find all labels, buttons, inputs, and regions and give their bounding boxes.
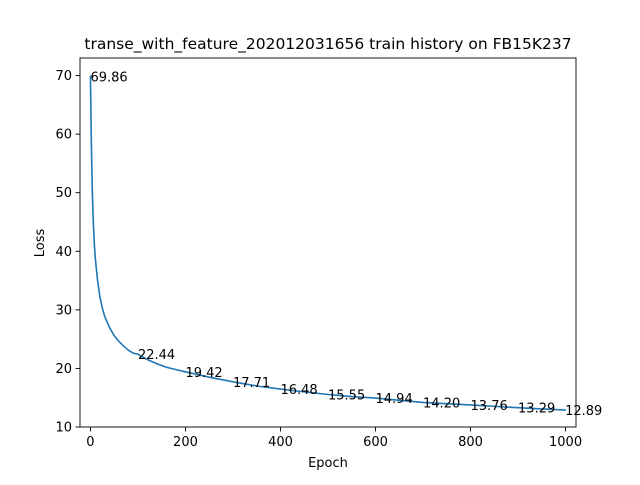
y-tick-label: 60 [55,128,72,143]
y-tick-label: 20 [55,362,72,377]
data-annotation: 13.76 [471,399,508,414]
x-tick-label: 200 [173,435,198,450]
x-tick-label: 400 [268,435,293,450]
data-annotation: 12.89 [565,404,602,419]
y-axis-label: Loss [33,229,48,258]
x-tick-label: 1000 [549,435,582,450]
data-annotation: 15.55 [328,388,365,403]
y-tick-label: 40 [55,245,72,260]
x-axis-label: Epoch [308,456,348,471]
data-annotation: 14.94 [376,392,413,407]
x-tick-label: 0 [86,435,94,450]
data-annotation: 14.20 [423,396,460,411]
data-annotation: 22.44 [138,348,175,363]
data-annotation: 17.71 [233,376,270,391]
data-annotation: 69.86 [90,70,127,85]
x-tick-label: 600 [363,435,388,450]
data-annotation: 16.48 [280,383,317,398]
data-annotation: 13.29 [518,402,555,417]
data-annotation: 19.42 [185,366,222,381]
y-tick-label: 70 [55,69,72,84]
y-tick-label: 50 [55,186,72,201]
plot-area: 0 200 400 600 800 1000 10 20 30 40 50 60 70 69.86 22.4… [55,57,602,450]
x-tick-label: 800 [458,435,483,450]
loss-series-line [89,75,566,411]
axes-frame [79,57,577,428]
y-tick-label: 10 [55,421,72,436]
y-tick-label: 30 [55,303,72,318]
chart-title: transe_with_feature_202012031656 train h… [84,35,571,54]
